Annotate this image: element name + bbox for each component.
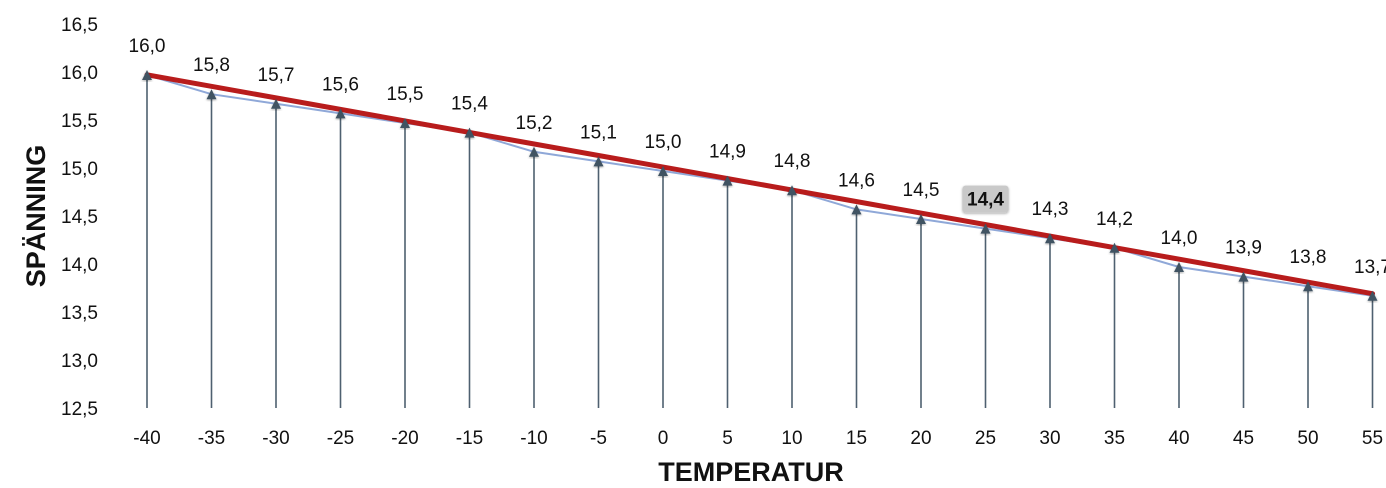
x-tick-label: -35 bbox=[198, 428, 225, 449]
x-tick-label: 40 bbox=[1168, 428, 1189, 449]
y-tick-label: 16,0 bbox=[61, 63, 98, 84]
data-label: 15,7 bbox=[258, 65, 295, 86]
data-point-marker bbox=[464, 127, 475, 138]
x-tick-label: 35 bbox=[1104, 428, 1125, 449]
x-tick-label: -30 bbox=[262, 428, 289, 449]
x-tick-label: -5 bbox=[590, 428, 607, 449]
x-tick-label: 50 bbox=[1297, 428, 1318, 449]
y-tick-label: 13,5 bbox=[61, 303, 98, 324]
markers bbox=[142, 70, 1378, 301]
data-point-marker bbox=[1045, 233, 1055, 244]
x-tick-label: -15 bbox=[456, 428, 483, 449]
data-point-marker bbox=[787, 185, 797, 196]
data-label: 15,1 bbox=[580, 122, 617, 143]
x-axis-title: TEMPERATUR bbox=[658, 457, 844, 487]
x-tick-label: 20 bbox=[910, 428, 931, 449]
data-label: 14,8 bbox=[774, 151, 811, 172]
series-lines bbox=[144, 72, 1375, 297]
y-tick-label: 12,5 bbox=[61, 399, 98, 420]
y-tick-label: 16,5 bbox=[61, 15, 98, 36]
data-point-marker bbox=[1367, 290, 1378, 301]
data-point-marker bbox=[206, 89, 217, 100]
data-point-marker bbox=[1109, 242, 1120, 253]
x-tick-label: 5 bbox=[722, 428, 733, 449]
data-label: 15,0 bbox=[645, 132, 682, 153]
y-tick-label: 14,5 bbox=[61, 207, 98, 228]
data-point-marker bbox=[1174, 262, 1184, 272]
x-tick-label: -10 bbox=[520, 428, 547, 449]
x-tick-label: 15 bbox=[846, 428, 867, 449]
data-label: 16,0 bbox=[129, 36, 166, 57]
data-labels: 16,0 15,8 15,7 15,6 15,5 15,4 15,2 15,1 15,0 14,9… bbox=[129, 36, 1386, 278]
data-label: 14,5 bbox=[903, 180, 940, 201]
data-point-marker bbox=[851, 204, 862, 215]
y-tick-label: 13,0 bbox=[61, 351, 98, 372]
data-point-marker bbox=[658, 166, 668, 176]
y-axis-title: SPÄNNING bbox=[21, 145, 51, 288]
x-tick-label: 10 bbox=[781, 428, 802, 449]
highlight-box bbox=[962, 185, 1009, 213]
data-point-marker bbox=[1238, 271, 1249, 282]
x-tick-label: -25 bbox=[327, 428, 354, 449]
data-label: 15,2 bbox=[516, 113, 553, 134]
data-label: 14,0 bbox=[1161, 228, 1198, 249]
data-point-marker bbox=[335, 108, 346, 119]
y-axis-ticks: 12,5 13,0 13,5 14,0 14,5 15,0 15,5 16,0 16,5 bbox=[61, 15, 98, 420]
data-point-marker bbox=[593, 156, 604, 167]
data-label: 14,9 bbox=[709, 142, 746, 163]
trend-line bbox=[144, 72, 1375, 297]
data-point-marker bbox=[400, 118, 410, 128]
x-tick-label: 55 bbox=[1362, 428, 1383, 449]
x-tick-label: 30 bbox=[1039, 428, 1060, 449]
x-tick-label: 45 bbox=[1233, 428, 1254, 449]
x-tick-label: -20 bbox=[391, 428, 418, 449]
x-axis-ticks: -40 -35 -30 -25 -20 -15 -10 -5 0 5 10 15 20 25 30 35 40 4… bbox=[133, 428, 1383, 449]
data-label: 15,6 bbox=[322, 74, 359, 95]
data-point-marker bbox=[271, 98, 281, 109]
data-label: 13,8 bbox=[1290, 247, 1327, 268]
data-label: 14,4 bbox=[967, 190, 1004, 211]
drop-lines bbox=[146, 76, 1374, 408]
data-label: 13,9 bbox=[1225, 238, 1262, 259]
data-point-marker bbox=[916, 214, 926, 224]
x-tick-label: 25 bbox=[975, 428, 996, 449]
data-label: 13,7 bbox=[1354, 257, 1386, 278]
y-tick-label: 14,0 bbox=[61, 255, 98, 276]
data-point-marker bbox=[980, 223, 991, 234]
data-label: 15,4 bbox=[451, 94, 488, 115]
data-label: 14,3 bbox=[1032, 199, 1069, 220]
data-label: 15,5 bbox=[387, 84, 424, 105]
y-tick-label: 15,5 bbox=[61, 111, 98, 132]
data-label: 14,6 bbox=[838, 170, 875, 191]
data-label: 14,2 bbox=[1096, 209, 1133, 230]
data-point-marker bbox=[529, 146, 539, 157]
y-tick-label: 15,0 bbox=[61, 159, 98, 180]
data-point-marker bbox=[722, 175, 733, 186]
x-tick-label: 0 bbox=[658, 428, 669, 449]
x-tick-label: -40 bbox=[133, 428, 160, 449]
data-label: 15,8 bbox=[193, 55, 230, 76]
data-point-marker bbox=[142, 70, 152, 80]
data-point-marker bbox=[1303, 281, 1313, 292]
